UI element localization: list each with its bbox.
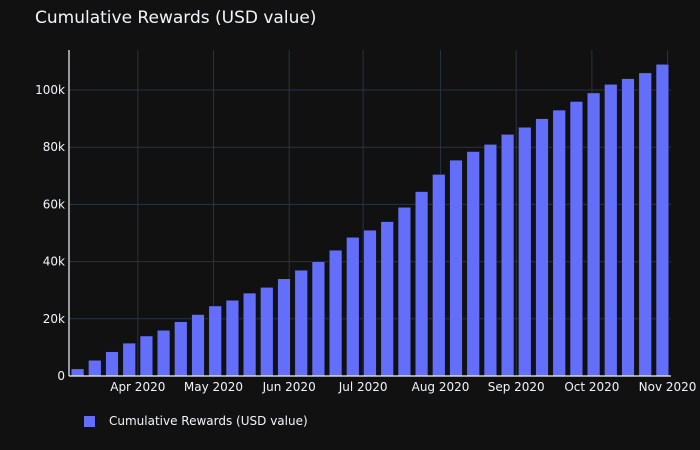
bar [449, 159, 463, 377]
chart-title: Cumulative Rewards (USD value) [35, 8, 317, 28]
bar [260, 287, 274, 377]
bar [432, 174, 446, 377]
bar [346, 237, 360, 377]
bar [191, 314, 205, 377]
legend-label: Cumulative Rewards (USD value) [109, 414, 308, 428]
bar [655, 64, 670, 377]
x-tick-label: Apr 2020 [110, 380, 165, 394]
axis-layer: 0 20k 40k 60k 80k 100k Apr 2020 May 2020 Jun 202… [35, 50, 696, 394]
bar [552, 109, 566, 377]
legend-swatch [84, 415, 95, 427]
bar-layer [70, 64, 670, 377]
bar [621, 78, 635, 377]
bar [139, 335, 154, 377]
bar [483, 144, 498, 377]
bar [586, 92, 601, 377]
y-tick-label: 20k [43, 312, 65, 326]
bar [604, 84, 618, 377]
x-tick-label: May 2020 [184, 380, 243, 394]
bar [277, 278, 291, 377]
x-tick-label: Sep 2020 [488, 380, 545, 394]
bar [88, 360, 102, 377]
bar [105, 351, 119, 377]
x-tick-label: Oct 2020 [564, 380, 619, 394]
bar [70, 368, 85, 377]
x-tick-label: Jun 2020 [262, 380, 316, 394]
x-tick-label: Jul 2020 [338, 380, 388, 394]
bar [242, 292, 257, 377]
bar [518, 126, 532, 377]
y-tick-label: 80k [43, 140, 65, 154]
bar [414, 191, 429, 377]
bar [638, 72, 652, 377]
y-tick-label: 100k [35, 83, 65, 97]
bar [294, 269, 308, 377]
bar [208, 305, 222, 377]
bar [363, 229, 377, 377]
bar [466, 151, 480, 377]
y-tick-label: 60k [43, 197, 65, 211]
x-tick-label: Nov 2020 [639, 380, 697, 394]
bar [311, 261, 326, 377]
y-tick-label: 40k [43, 255, 65, 269]
y-tick-label: 0 [57, 369, 65, 383]
bar [328, 249, 343, 377]
x-tick-label: Aug 2020 [412, 380, 470, 394]
bar [397, 207, 412, 377]
bar [380, 221, 394, 377]
bar [122, 342, 136, 377]
bar [225, 299, 240, 377]
bar [569, 101, 584, 377]
bar [500, 134, 515, 377]
bar [535, 118, 549, 377]
bar [174, 321, 188, 377]
legend[interactable]: Cumulative Rewards (USD value) [84, 414, 308, 428]
bar [156, 329, 171, 377]
